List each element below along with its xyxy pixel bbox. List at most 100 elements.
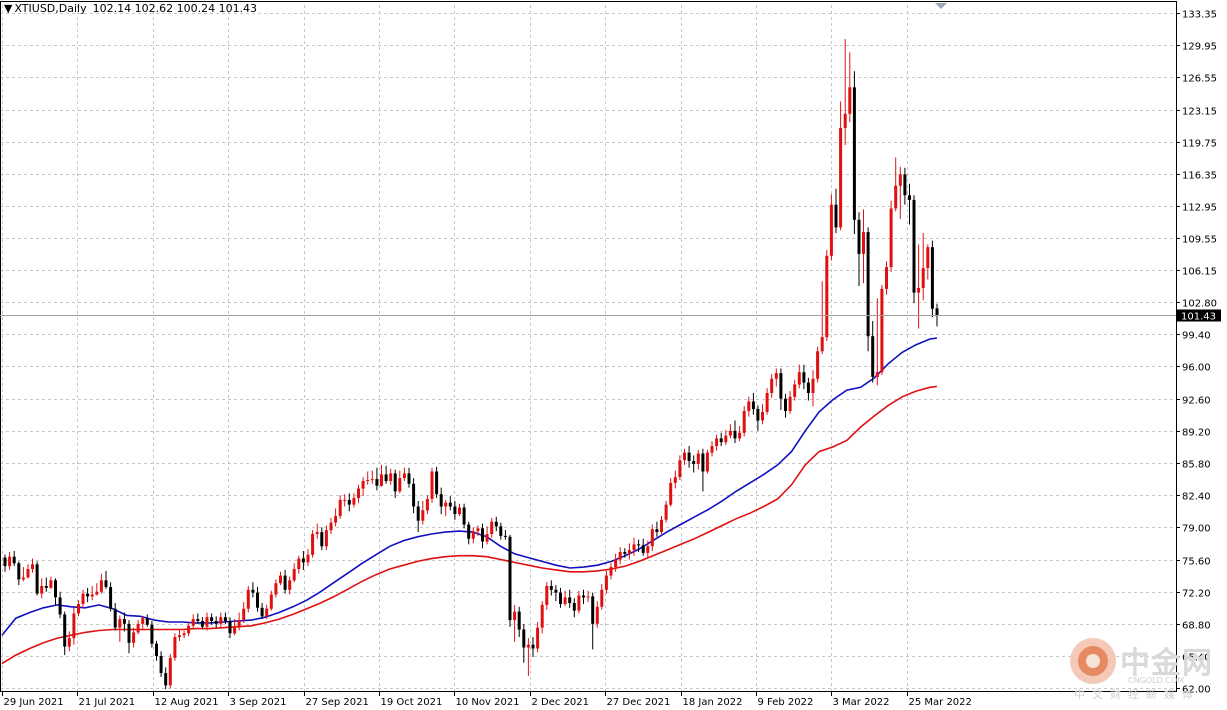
candle [210, 613, 214, 625]
candle-body [279, 575, 282, 584]
candle [49, 576, 53, 589]
candle-body [885, 267, 888, 289]
x-tick-label: 9 Feb 2022 [758, 697, 814, 708]
candle [751, 393, 755, 415]
candle [242, 602, 246, 623]
candle [715, 434, 719, 451]
candle-body [389, 473, 393, 481]
candle [797, 364, 801, 389]
candle-body [237, 620, 241, 628]
candle-body [481, 528, 484, 542]
candle-body [623, 552, 627, 554]
grid-lines [0, 5, 1176, 692]
candle [641, 538, 645, 556]
candle [926, 244, 930, 280]
candle-body [793, 384, 797, 397]
y-tick-label: 112.95 [1182, 203, 1217, 214]
candle [499, 522, 503, 540]
candle-body [288, 580, 292, 590]
candle-body [412, 483, 416, 507]
candle-body [710, 446, 714, 453]
candle-body [196, 619, 200, 621]
candle [155, 640, 158, 661]
candle-body [283, 575, 287, 590]
candle-body [889, 208, 893, 268]
candle [398, 470, 402, 494]
candle [141, 616, 145, 630]
candle [311, 530, 315, 558]
candle [200, 617, 204, 630]
candle-body [852, 87, 856, 220]
candle-body [632, 544, 636, 551]
candle-body [761, 411, 764, 421]
menu-triangle-icon[interactable]: ▼ [4, 2, 13, 15]
candle [159, 651, 163, 677]
candle-body [407, 473, 411, 484]
candle [770, 374, 774, 398]
candle-body [269, 594, 273, 609]
x-tick-label: 25 Mar 2022 [909, 697, 972, 708]
candle-body [49, 580, 53, 588]
candle [604, 570, 608, 594]
candle [260, 603, 264, 620]
candle [848, 52, 852, 123]
candle-body [715, 438, 719, 446]
candle-body [655, 529, 659, 532]
candle-body [600, 589, 604, 607]
candle-body [416, 506, 420, 521]
candle [81, 589, 85, 608]
candle [627, 543, 631, 560]
candle-body [696, 453, 700, 464]
y-tick-label: 92.60 [1182, 396, 1211, 407]
candle-body [444, 502, 448, 507]
candle [338, 495, 342, 519]
candle [315, 523, 319, 539]
candle-body [329, 522, 333, 531]
candle-body [476, 528, 480, 532]
candle-body [421, 510, 425, 521]
candle [77, 600, 80, 617]
candle [31, 558, 34, 573]
candle [889, 200, 893, 272]
candle [12, 551, 16, 567]
candle [811, 370, 815, 407]
y-tick-label: 129.95 [1182, 42, 1217, 53]
candle [283, 569, 287, 594]
candle-body [806, 382, 810, 393]
candle-body [168, 657, 172, 686]
candle-body [343, 499, 347, 501]
watermark: 中金网 CNGOLD.COM 中文财经新媒体 [1068, 636, 1220, 702]
candle-body [609, 567, 613, 576]
candle-body [917, 287, 921, 293]
triangle-down-icon[interactable] [935, 3, 947, 9]
candle-body [770, 378, 774, 393]
candle [517, 606, 521, 638]
candle [132, 627, 136, 648]
candle [756, 405, 760, 431]
candle-body [536, 627, 540, 649]
candle [334, 508, 338, 527]
candle-body [462, 507, 466, 525]
candle [458, 503, 461, 516]
candle-body [150, 624, 154, 644]
candle-body [173, 637, 177, 658]
candle-body [467, 524, 471, 539]
candle [320, 527, 324, 551]
candle-body [384, 474, 388, 481]
x-tick-label: 27 Sep 2021 [306, 697, 369, 708]
candle [393, 469, 397, 498]
candle [109, 582, 113, 612]
candle [871, 321, 875, 383]
candle [384, 465, 388, 484]
candle-body [825, 255, 829, 338]
candle [742, 406, 746, 437]
candle-body [646, 546, 650, 553]
candle [650, 524, 654, 551]
candle [72, 607, 76, 645]
candle [67, 631, 71, 652]
candle-body [540, 604, 544, 628]
watermark-title: 中金网 [1120, 646, 1213, 681]
candle-body [508, 536, 512, 621]
candle [366, 471, 370, 485]
